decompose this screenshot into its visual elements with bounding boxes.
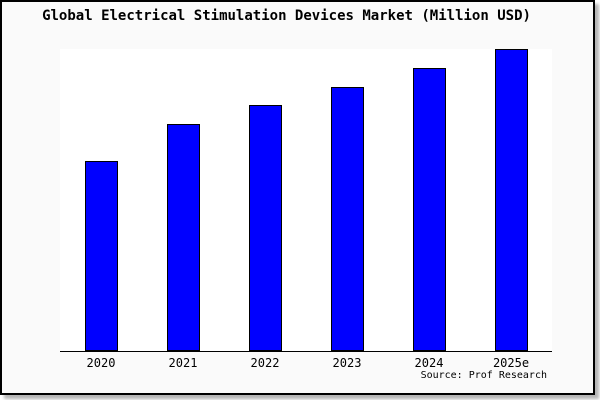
chart-title: Global Electrical Stimulation Devices Ma… (42, 8, 531, 24)
x-axis-tick-labels: 2020 2021 2022 2023 2024 2025e (60, 356, 552, 370)
x-tick-label-2023: 2023 (332, 356, 362, 370)
bar-2020 (84, 161, 118, 351)
x-tick-label-2022: 2022 (250, 356, 280, 370)
bar-2022 (248, 105, 282, 351)
bar-2024 (412, 68, 446, 351)
plot-area (60, 49, 552, 352)
x-tick-label-2024: 2024 (414, 356, 444, 370)
x-tick-label-2021: 2021 (168, 356, 198, 370)
chart-figure: Global Electrical Stimulation Devices Ma… (0, 0, 595, 395)
x-tick-label-2020: 2020 (86, 356, 116, 370)
bar-2025e (494, 49, 528, 351)
bar-2023 (330, 87, 364, 351)
source-caption: Source: Prof Research (420, 370, 547, 381)
bar-2021 (166, 124, 200, 351)
x-tick-label-2025e: 2025e (492, 356, 530, 370)
